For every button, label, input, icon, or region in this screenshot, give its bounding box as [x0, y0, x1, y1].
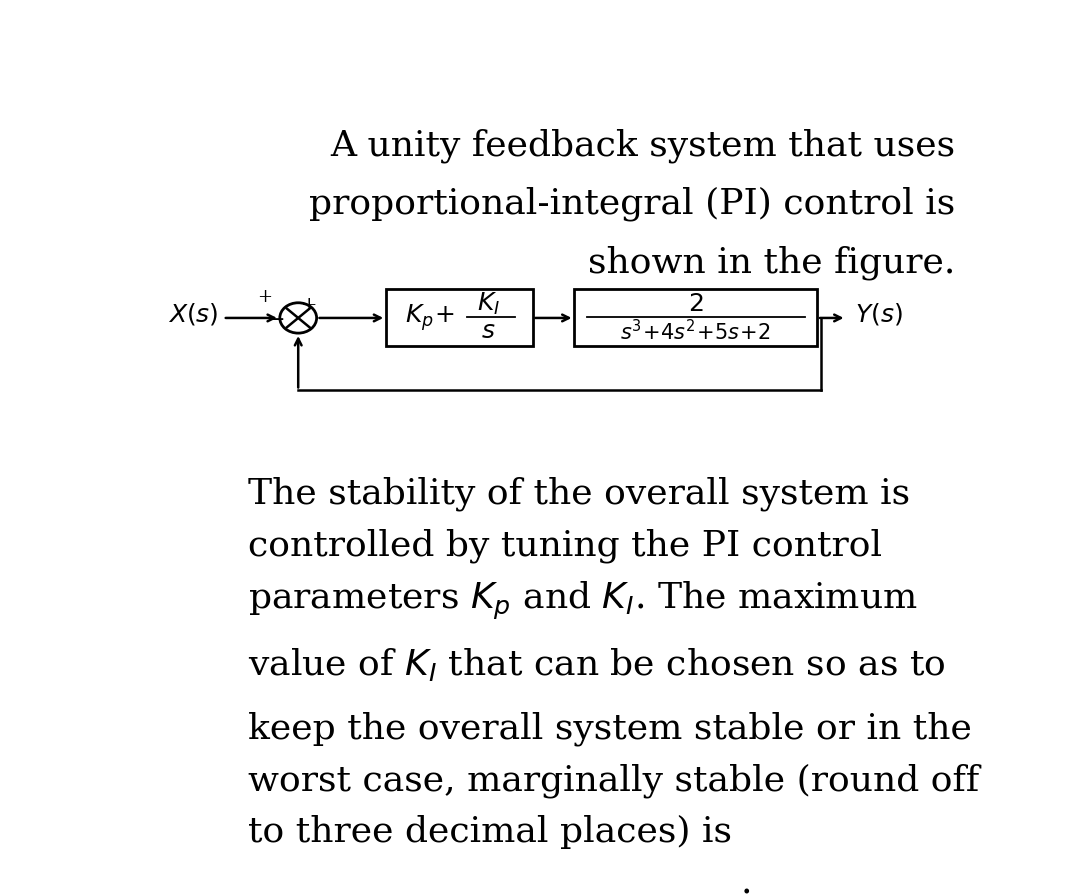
Text: $X(s)$: $X(s)$ [168, 301, 219, 328]
Text: $K_I$: $K_I$ [477, 290, 500, 317]
Text: $2$: $2$ [688, 293, 703, 316]
Text: −: − [268, 311, 285, 330]
Bar [575, 289, 818, 346]
Text: $K_p\!+$: $K_p\!+$ [405, 302, 455, 332]
Text: +: + [257, 289, 272, 306]
Text: value of $K_I$ that can be chosen so as to: value of $K_I$ that can be chosen so as … [248, 646, 945, 683]
Text: worst case, marginally stable (round off: worst case, marginally stable (round off [248, 763, 980, 797]
Text: $Y(s)$: $Y(s)$ [855, 301, 903, 328]
Text: A unity feedback system that uses: A unity feedback system that uses [330, 128, 956, 163]
Text: $s$: $s$ [482, 321, 496, 343]
Text: parameters $K_p$ and $K_I$. The maximum: parameters $K_p$ and $K_I$. The maximum [248, 580, 918, 622]
Text: shown in the figure.: shown in the figure. [588, 246, 956, 280]
Text: The stability of the overall system is: The stability of the overall system is [248, 477, 910, 511]
Text: to three decimal places) is: to three decimal places) is [248, 814, 732, 849]
Text: controlled by tuning the PI control: controlled by tuning the PI control [248, 529, 882, 563]
Text: .: . [740, 866, 752, 896]
Text: +: + [301, 296, 318, 314]
Text: keep the overall system stable or in the: keep the overall system stable or in the [248, 711, 972, 745]
Bar [387, 289, 532, 346]
Text: $s^3\!+\!4s^2\!+\!5s\!+\!2$: $s^3\!+\!4s^2\!+\!5s\!+\!2$ [621, 319, 771, 345]
Text: proportional-integral (PI) control is: proportional-integral (PI) control is [309, 187, 956, 221]
